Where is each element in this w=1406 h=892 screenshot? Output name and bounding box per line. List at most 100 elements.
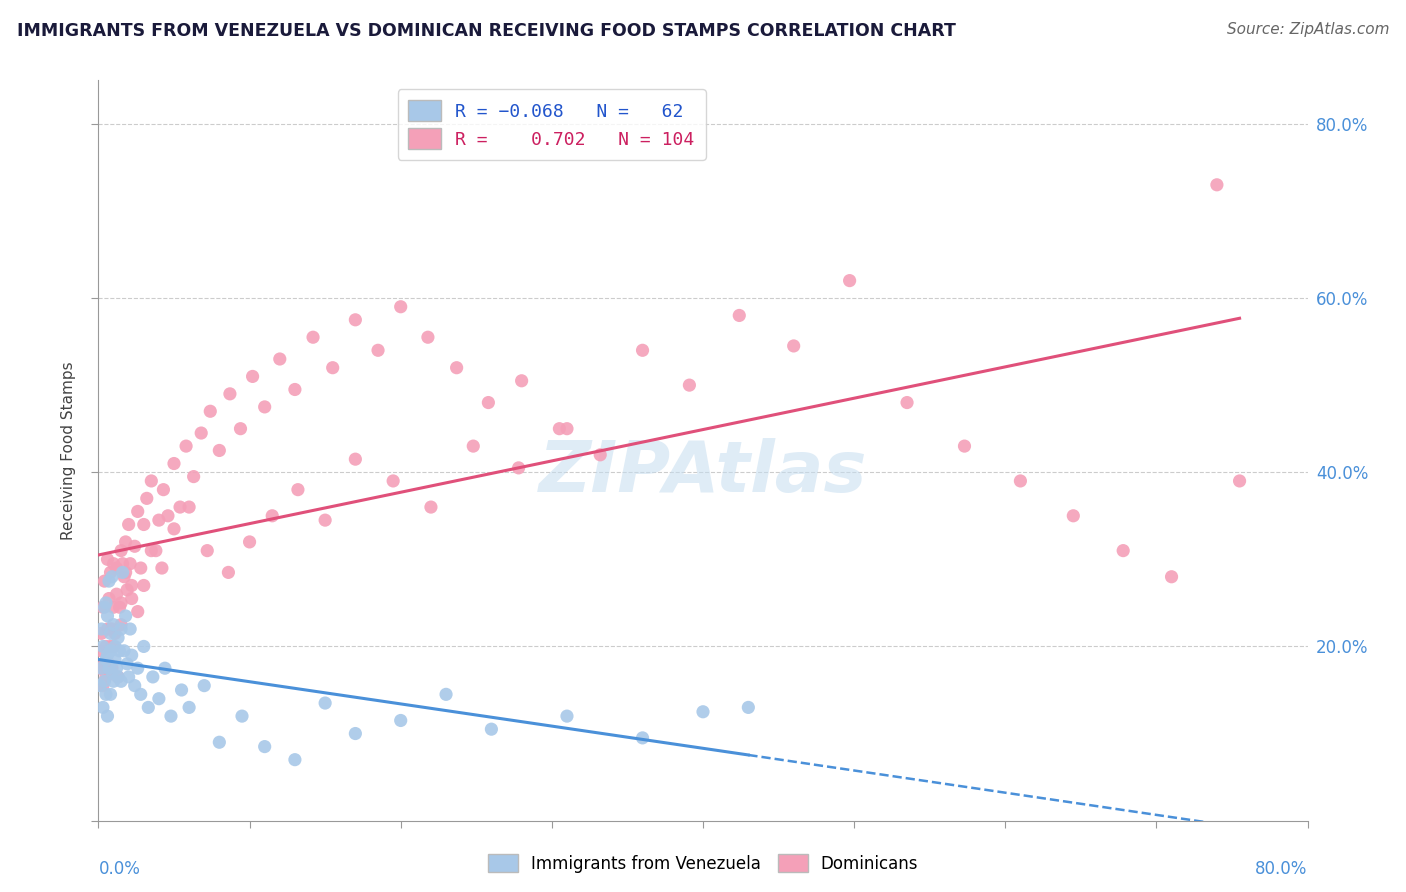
Point — [953, 439, 976, 453]
Point — [477, 395, 499, 409]
Point — [416, 330, 439, 344]
Point — [142, 670, 165, 684]
Point — [124, 679, 146, 693]
Point — [463, 439, 485, 453]
Point — [114, 609, 136, 624]
Point — [136, 700, 159, 714]
Point — [101, 622, 124, 636]
Point — [104, 640, 127, 654]
Point — [548, 422, 571, 436]
Point — [110, 543, 132, 558]
Point — [93, 657, 115, 671]
Point — [253, 739, 276, 754]
Point — [253, 400, 276, 414]
Point — [103, 557, 125, 571]
Point — [110, 596, 132, 610]
Point — [148, 513, 170, 527]
Point — [692, 705, 714, 719]
Point — [1229, 474, 1251, 488]
Point — [150, 561, 173, 575]
Point — [127, 504, 149, 518]
Point — [121, 591, 143, 606]
Point — [179, 500, 201, 514]
Point — [322, 360, 344, 375]
Point — [94, 661, 117, 675]
Point — [896, 395, 918, 409]
Point — [98, 657, 121, 671]
Point — [111, 557, 134, 571]
Point — [141, 543, 163, 558]
Point — [100, 566, 122, 580]
Point — [103, 617, 125, 632]
Point — [94, 652, 117, 666]
Point — [367, 343, 389, 358]
Point — [93, 574, 115, 588]
Point — [183, 469, 205, 483]
Point — [100, 626, 122, 640]
Point — [93, 674, 115, 689]
Point — [127, 605, 149, 619]
Point — [94, 670, 117, 684]
Point — [127, 661, 149, 675]
Text: ZIPAtlas: ZIPAtlas — [538, 438, 868, 508]
Point — [838, 274, 860, 288]
Point — [101, 665, 124, 680]
Point — [110, 617, 132, 632]
Point — [284, 753, 307, 767]
Point — [631, 731, 654, 745]
Point — [737, 700, 759, 714]
Point — [98, 591, 121, 606]
Point — [169, 500, 191, 514]
Point — [94, 596, 117, 610]
Point — [555, 422, 578, 436]
Point — [242, 369, 264, 384]
Point — [90, 644, 112, 658]
Point — [314, 696, 336, 710]
Point — [129, 687, 152, 701]
Point — [678, 378, 700, 392]
Point — [269, 351, 291, 366]
Point — [103, 674, 125, 689]
Point — [344, 313, 367, 327]
Point — [120, 622, 142, 636]
Point — [115, 657, 138, 671]
Point — [91, 640, 114, 654]
Point — [90, 661, 112, 675]
Point — [114, 566, 136, 580]
Point — [420, 500, 443, 514]
Point — [94, 640, 117, 654]
Point — [118, 517, 141, 532]
Point — [132, 640, 155, 654]
Point — [110, 674, 132, 689]
Point — [231, 709, 253, 723]
Point — [108, 600, 131, 615]
Point — [100, 687, 122, 701]
Point — [96, 552, 118, 566]
Point — [90, 622, 112, 636]
Point — [114, 535, 136, 549]
Point — [382, 474, 405, 488]
Point — [208, 443, 231, 458]
Point — [118, 670, 141, 684]
Point — [1062, 508, 1084, 523]
Point — [111, 566, 134, 580]
Point — [1206, 178, 1229, 192]
Point — [112, 644, 135, 658]
Text: 0.0%: 0.0% — [98, 860, 141, 878]
Point — [434, 687, 457, 701]
Point — [105, 661, 128, 675]
Point — [141, 474, 163, 488]
Legend: R = −0.068   N =   62, R =    0.702   N = 104: R = −0.068 N = 62, R = 0.702 N = 104 — [398, 89, 706, 160]
Point — [200, 404, 222, 418]
Point — [115, 582, 138, 597]
Point — [104, 652, 127, 666]
Point — [100, 644, 122, 658]
Point — [170, 683, 193, 698]
Text: IMMIGRANTS FROM VENEZUELA VS DOMINICAN RECEIVING FOOD STAMPS CORRELATION CHART: IMMIGRANTS FROM VENEZUELA VS DOMINICAN R… — [17, 22, 956, 40]
Point — [112, 570, 135, 584]
Point — [160, 709, 183, 723]
Point — [89, 679, 111, 693]
Point — [96, 609, 118, 624]
Point — [91, 700, 114, 714]
Point — [135, 491, 157, 506]
